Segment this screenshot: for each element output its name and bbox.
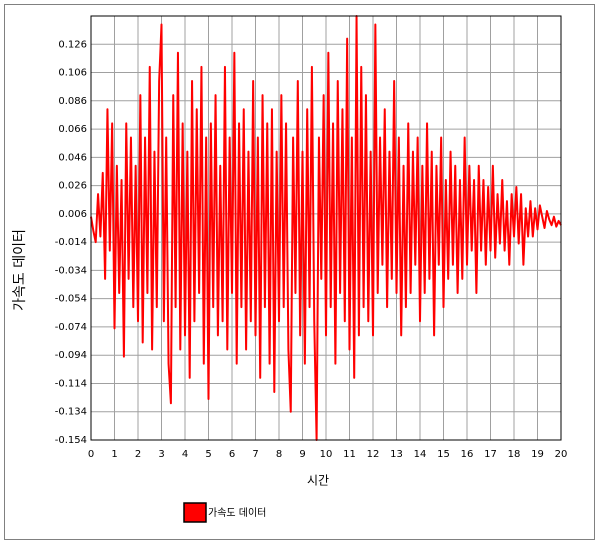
x-tick-label: 1 [111,449,117,460]
y-tick-label: 0.006 [58,209,87,220]
x-tick-label: 17 [484,449,497,460]
x-tick-label: 20 [555,449,568,460]
x-tick-label: 6 [229,449,235,460]
y-tick-label: 0.106 [58,68,87,79]
x-tick-label: 13 [390,449,403,460]
x-tick-label: 0 [88,449,94,460]
x-tick-label: 8 [276,449,282,460]
x-tick-label: 15 [437,449,450,460]
y-tick-label: -0.074 [55,322,87,333]
y-tick-label: -0.094 [55,350,87,361]
data-line [90,15,562,441]
x-tick-label: 4 [182,449,188,460]
legend-swatch [183,502,207,523]
x-tick-label: 9 [299,449,305,460]
x-tick-label: 14 [414,449,427,460]
plot-border [90,15,562,441]
x-tick-label: 19 [531,449,544,460]
x-tick-label: 11 [343,449,356,460]
x-tick-label: 3 [158,449,164,460]
y-tick-label: -0.014 [55,237,87,248]
x-tick-label: 10 [320,449,333,460]
x-tick-label: 18 [508,449,521,460]
x-tick-label: 16 [461,449,474,460]
y-tick-label: 0.066 [58,124,87,135]
legend-label: 가속도 데이터 [208,507,266,519]
y-tick-label: -0.134 [55,407,87,418]
y-axis-label: 가속도 데이터 [12,229,28,311]
y-tick-label: -0.034 [55,265,87,276]
x-tick-label: 2 [135,449,141,460]
x-tick-label: 12 [367,449,380,460]
plot [90,15,562,441]
y-tick-label: 0.126 [58,39,87,50]
y-tick-label: 0.086 [58,96,87,107]
x-tick-label: 7 [252,449,258,460]
x-tick-label: 5 [205,449,211,460]
y-tick-label: 0.026 [58,181,87,192]
y-tick-label: -0.114 [55,378,87,389]
x-axis-label: 시간 [307,474,329,488]
y-tick-label: -0.054 [55,294,87,305]
y-tick-label: 0.046 [58,152,87,163]
y-tick-label: -0.154 [55,435,87,446]
